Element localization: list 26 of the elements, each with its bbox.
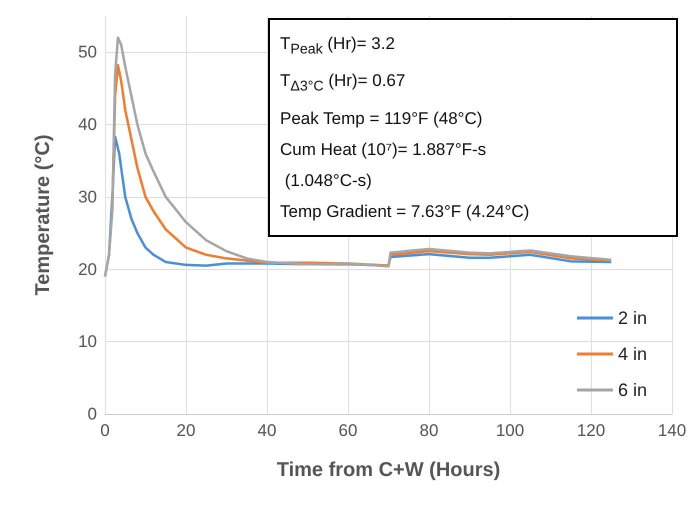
legend-label: 6 in	[618, 380, 648, 400]
x-tick-label: 40	[258, 421, 276, 440]
x-axis-title: Time from C+W (Hours)	[276, 459, 500, 481]
x-tick-label: 80	[420, 421, 438, 440]
x-tick-label: 100	[496, 421, 524, 440]
x-tick-label: 140	[658, 421, 686, 440]
annotation: T$_{Δ3°C}$ (Hr)= 0.67	[280, 70, 406, 97]
annotation: Temp Gradient = 7.63°F (4.24°C)	[280, 200, 530, 223]
x-tick-label: 120	[576, 421, 606, 440]
y-tick-label: 30	[78, 187, 97, 206]
annotation: Cum Heat (10⁷)= 1.887°F-s	[280, 138, 488, 161]
annotation: (1.048°C-s)	[284, 170, 373, 192]
annotation: Peak Temp = 119°F (48°C)	[280, 108, 484, 130]
annotation: T$_{Peak}$ (Hr)= 3.2	[280, 33, 396, 60]
x-tick-label: 0	[100, 421, 110, 440]
y-tick-label: 0	[88, 404, 97, 424]
y-tick-label: 10	[78, 332, 97, 352]
y-tick-label: 20	[78, 260, 97, 279]
legend-label: 2 in	[618, 308, 648, 328]
legend-label: 4 in	[618, 344, 648, 364]
line-series	[104, 36, 612, 278]
x-tick-label: 20	[176, 421, 196, 440]
y-tick-label: 40	[78, 115, 97, 134]
x-tick-label: 60	[338, 421, 358, 440]
y-tick-label: 50	[78, 42, 97, 62]
y-axis-title: Temperature (°C)	[32, 134, 54, 296]
